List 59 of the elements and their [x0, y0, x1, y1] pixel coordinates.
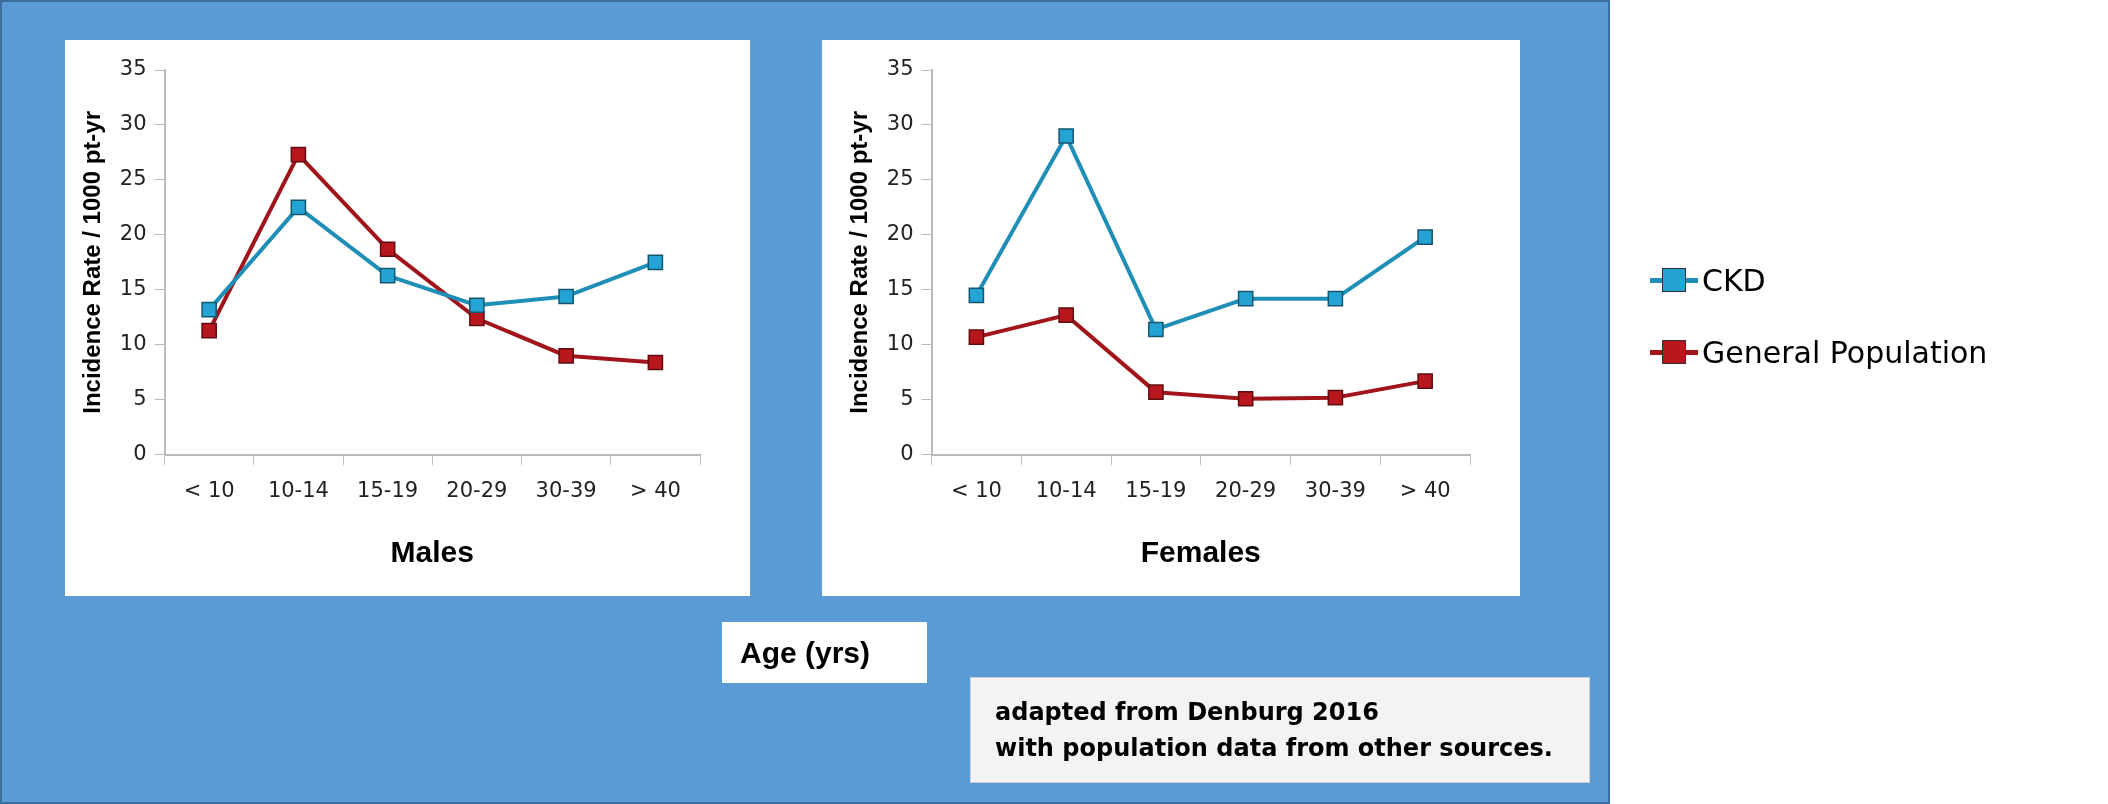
point: [290, 146, 307, 163]
point: [1148, 321, 1164, 338]
x-tick-label: > 40: [629, 477, 681, 502]
legend-label: General Population: [1702, 334, 1988, 370]
point: [1417, 229, 1433, 245]
legend-label: CKD: [1702, 262, 1766, 298]
x-tick-label: < 10: [950, 477, 1002, 502]
point: [1327, 389, 1344, 406]
point: [201, 301, 217, 318]
point: [558, 348, 574, 364]
x-tick-label: 20-29: [446, 477, 508, 502]
x-tick-label: 30-39: [1304, 477, 1366, 502]
point: [1058, 128, 1074, 144]
x-tick-label: > 40: [1399, 477, 1451, 502]
y-tick-label: 20: [886, 221, 914, 246]
point: [1148, 384, 1164, 400]
point: [201, 322, 217, 339]
point: [1058, 307, 1074, 323]
point: [469, 297, 485, 314]
y-tick-label: 30: [886, 111, 914, 136]
point: [379, 267, 396, 284]
x-tick-label: 20-29: [1215, 477, 1277, 502]
y-tick-label: 35: [119, 56, 147, 81]
x-axis-title: Females: [1140, 535, 1261, 569]
y-tick-label: 15: [119, 276, 147, 301]
y-tick-label: 0: [900, 441, 914, 466]
y-tick-label: 5: [133, 386, 147, 411]
y-tick-label: 10: [886, 331, 914, 356]
y-axis-title: Incidence Rate / 1000 pt-yr: [78, 111, 106, 414]
x-tick-label: 15-19: [1125, 477, 1187, 502]
x-axis-title: Males: [390, 535, 474, 569]
text: Age (yrs): [722, 622, 927, 683]
x-tick-label: 10-14: [1035, 477, 1097, 502]
y-tick-label: 15: [886, 276, 914, 301]
point: [647, 254, 664, 271]
y-tick-label: 25: [119, 166, 147, 191]
x-tick-label: < 10: [183, 477, 235, 502]
y-tick-label: 25: [886, 166, 914, 191]
point: [558, 288, 574, 305]
x-tick-label: 10-14: [267, 477, 329, 502]
y-tick-label: 10: [119, 331, 147, 356]
point: [647, 354, 664, 371]
y-tick-label: 0: [133, 441, 147, 466]
point: [1237, 390, 1254, 407]
text: adapted from Denburg 2016 with population data from other sources.: [970, 677, 1590, 783]
y-tick-label: 30: [119, 111, 147, 136]
y-tick-label: 35: [886, 56, 914, 81]
point: [290, 199, 307, 216]
point: [968, 329, 985, 345]
point: [968, 287, 985, 304]
y-axis-title: Incidence Rate / 1000 pt-yr: [845, 111, 873, 414]
point: [1417, 373, 1433, 389]
point: [1327, 290, 1344, 307]
point: [379, 241, 396, 258]
y-tick-label: 20: [119, 221, 147, 246]
point: [1237, 290, 1254, 307]
x-tick-label: 15-19: [357, 477, 419, 502]
x-tick-label: 30-39: [535, 477, 597, 502]
y-tick-label: 5: [900, 386, 914, 411]
